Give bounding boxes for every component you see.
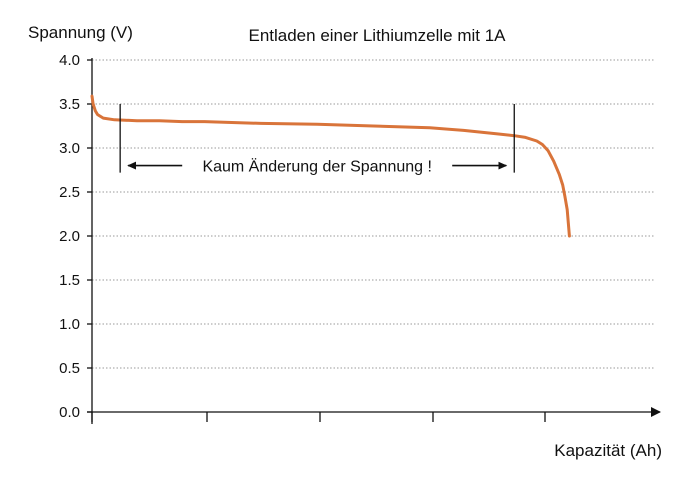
chart-title: Entladen einer Lithiumzelle mit 1A xyxy=(248,26,506,45)
y-tick-label: 1.5 xyxy=(59,272,80,289)
y-tick-label: 1.0 xyxy=(59,316,80,333)
axes xyxy=(87,58,661,424)
series-layer xyxy=(90,94,571,238)
tick-marks: 0.0 0.5 1.0 1.5 2.0 2.5 3.0 3.5 4.0 xyxy=(59,52,546,422)
discharge-curve xyxy=(90,94,571,238)
y-tick-label: 0.0 xyxy=(59,404,80,421)
y-tick-label: 0.5 xyxy=(59,360,80,377)
y-tick-label: 3.5 xyxy=(59,96,80,113)
annotation: Kaum Änderung der Spannung ! xyxy=(119,104,515,176)
y-tick-label: 3.0 xyxy=(59,140,80,157)
grid-lines xyxy=(92,59,655,369)
y-tick-label: 2.0 xyxy=(59,228,80,245)
annotation-text: Kaum Änderung der Spannung ! xyxy=(202,158,432,176)
y-axis-label: Spannung (V) xyxy=(28,23,133,42)
y-tick-label: 2.5 xyxy=(59,184,80,201)
x-axis-label: Kapazität (Ah) xyxy=(554,441,662,460)
y-tick-label: 4.0 xyxy=(59,52,80,69)
